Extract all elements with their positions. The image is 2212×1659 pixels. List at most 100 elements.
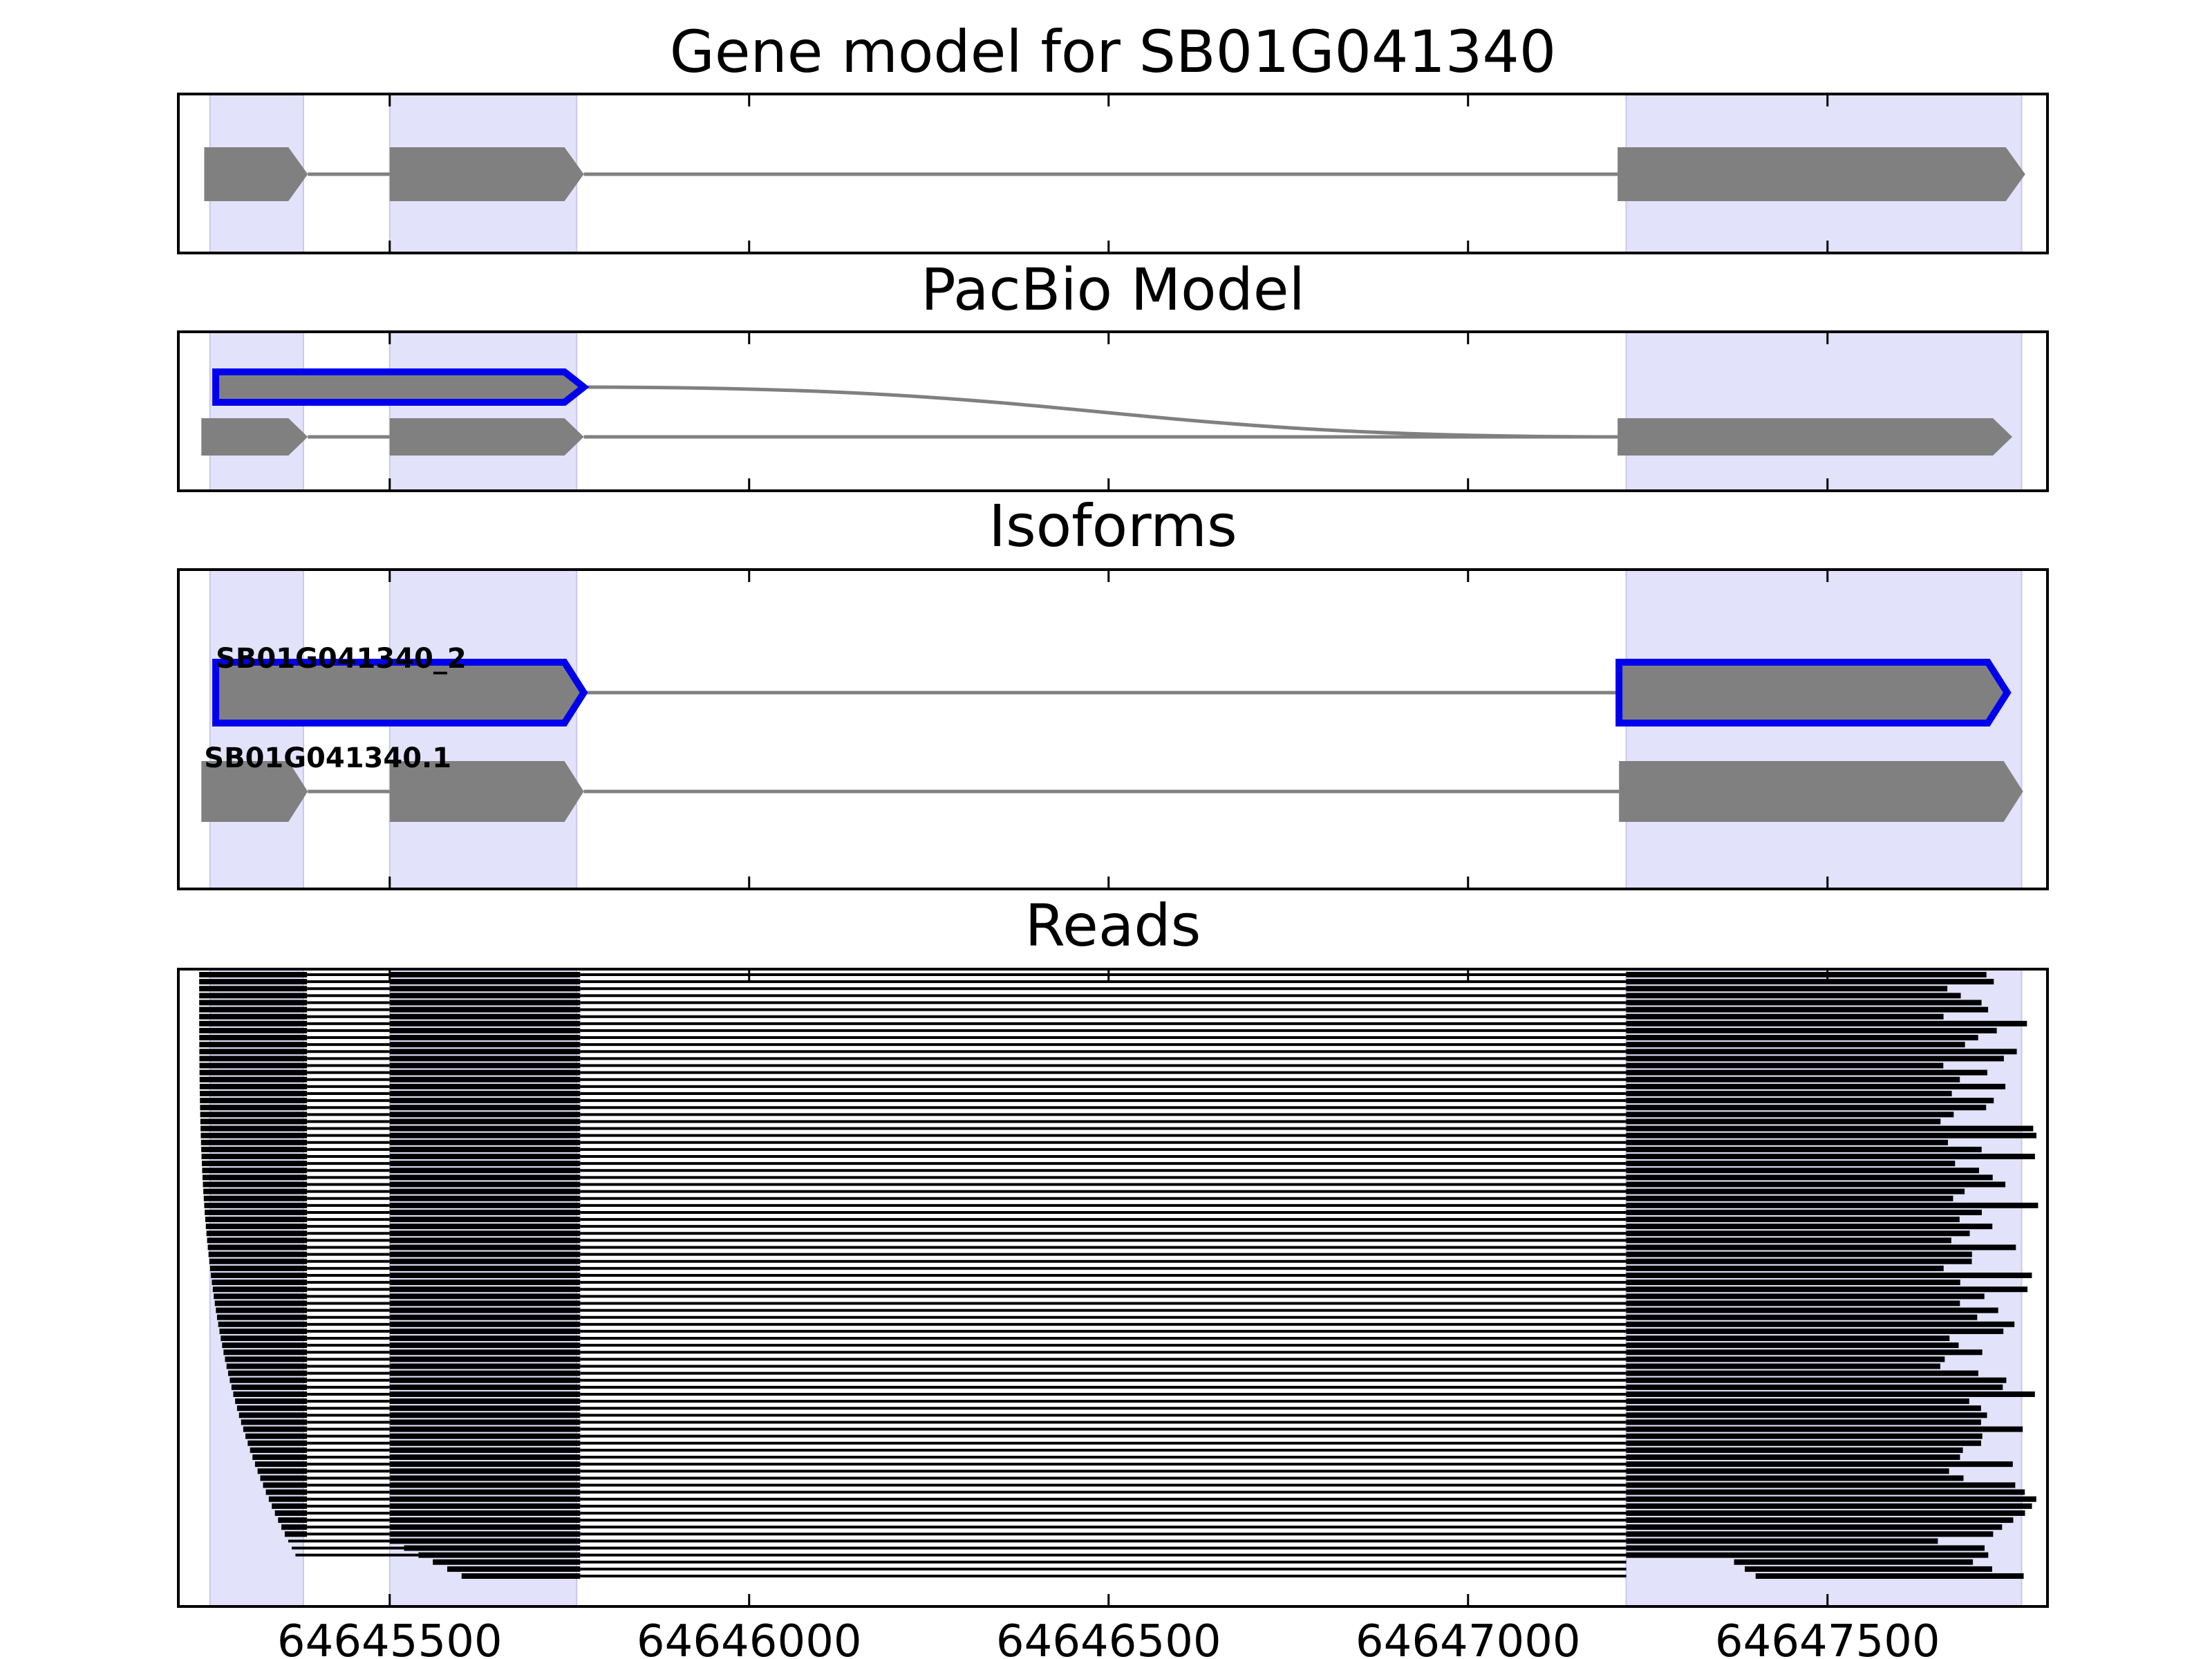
read (214, 1300, 1960, 1306)
read-exon-2 (389, 1314, 581, 1320)
read-exon-3 (1626, 1545, 1985, 1551)
exon-shade-3 (1625, 331, 2023, 491)
read-exon-3 (1626, 1224, 1993, 1230)
plot-frame (177, 93, 2049, 254)
read-exon-2 (389, 1391, 581, 1397)
read-exon-1 (260, 1475, 308, 1481)
read-exon-3 (1626, 1181, 2006, 1188)
read-exon-2 (389, 1161, 581, 1167)
read (199, 1020, 2027, 1027)
read-exon-2 (389, 1321, 581, 1327)
pacbio-model-2-exon-2 (389, 418, 584, 456)
isoform-1-exon-1 (212, 659, 588, 727)
read-exon-1 (268, 1496, 308, 1502)
read-exon-3 (1626, 1510, 2025, 1516)
read-exon-1 (212, 1286, 308, 1293)
read-exon-3 (1626, 1258, 1972, 1264)
read-exon-2 (389, 1356, 581, 1362)
read (281, 1524, 2003, 1530)
isoform-2-exon-2 (389, 761, 584, 822)
read-exon-3 (1626, 1076, 1960, 1082)
read (216, 1314, 1978, 1320)
plot-frame (177, 968, 2049, 1608)
read-exon-1 (199, 1049, 308, 1055)
read (199, 1056, 2004, 1062)
read-exon-2 (389, 1384, 581, 1390)
read (205, 1224, 1993, 1230)
read-exon-1 (202, 1174, 308, 1181)
read-exon-1 (200, 1105, 308, 1111)
panel-isoforms: Isoforms SB01G041340_2 SB01G041340.1 (177, 492, 2049, 890)
read-exon-2 (389, 1154, 581, 1160)
read-exon-2 (389, 1132, 581, 1138)
read-exon-1 (199, 1062, 308, 1069)
read (201, 1154, 2035, 1160)
read-exon-1 (252, 1454, 308, 1461)
read-exon-2 (389, 1209, 581, 1215)
read-exon-3 (1626, 1552, 1989, 1558)
read-exon-1 (199, 1027, 308, 1033)
read (265, 1489, 2025, 1495)
read-exon-2 (389, 1363, 581, 1369)
read (200, 1132, 2037, 1138)
exon-shade-2 (388, 569, 578, 890)
read-exon-3 (1626, 993, 1961, 999)
read-exon-3 (1626, 1377, 2007, 1383)
read-exon-1 (274, 1510, 308, 1516)
read-exon-2 (389, 1035, 581, 1041)
read-exon-2 (389, 1370, 581, 1376)
read (212, 1286, 2028, 1293)
read-exon-3 (1626, 1538, 1938, 1544)
read-exon-1 (203, 1181, 308, 1188)
panel-title-pacbio-model: PacBio Model (921, 256, 1305, 324)
read-exon-2 (389, 1293, 581, 1300)
read-exon-2 (389, 1083, 581, 1089)
read-exon-1 (199, 986, 308, 992)
read-exon-2 (418, 1552, 581, 1558)
read (206, 1230, 1970, 1237)
read (272, 1503, 2032, 1509)
read-exon-3 (1626, 1161, 1956, 1167)
pacbio-splice-curve (583, 385, 1618, 439)
read (260, 1475, 1964, 1481)
read-exon-3 (1626, 1083, 2006, 1089)
read-exon-3 (1626, 1468, 1949, 1474)
read-exon-2 (389, 1244, 581, 1250)
read-exon-3 (1626, 1244, 2016, 1250)
read-exon-1 (204, 1202, 308, 1208)
read-exon-2 (389, 1125, 581, 1132)
read-exon-3 (1626, 1419, 1981, 1425)
read-exon-2 (389, 1510, 581, 1516)
read (203, 1181, 2006, 1188)
read-exon-3 (1626, 1027, 1997, 1033)
read-exon-3 (1626, 1195, 1953, 1201)
read-exon-3 (1745, 1566, 1992, 1572)
read-exon-3 (1626, 1447, 1963, 1453)
read-exon-1 (272, 1503, 308, 1509)
read-exon-1 (199, 993, 308, 999)
read-exon-2 (389, 1062, 581, 1069)
read-exon-3 (1626, 1020, 2027, 1027)
x-tick-label: 64647000 (1356, 1616, 1581, 1659)
read-exon-3 (1626, 1356, 1945, 1362)
read-exon-2 (389, 1405, 581, 1412)
read-exon-3 (1626, 1426, 2023, 1432)
read-exon-2 (389, 1433, 581, 1439)
read-exon-2 (389, 972, 581, 977)
read-exon-3 (1626, 1000, 1982, 1006)
read-exon-2 (389, 1461, 581, 1468)
read-exon-1 (201, 1161, 308, 1167)
read-exon-2 (389, 1286, 581, 1293)
read (199, 1076, 1960, 1082)
isoform-1-exon-2 (1615, 659, 2012, 727)
read-exon-1 (199, 1013, 308, 1020)
read (284, 1531, 1994, 1537)
read-exon-3 (1626, 1090, 1952, 1096)
read-exon-1 (199, 1035, 308, 1041)
read-exon-3 (1626, 1217, 1960, 1223)
isoform-label-1: SB01G041340_2 (216, 643, 467, 675)
read (247, 1440, 1982, 1446)
panel-title-isoforms: Isoforms (988, 492, 1237, 560)
read-exon-3 (1626, 1125, 2034, 1132)
